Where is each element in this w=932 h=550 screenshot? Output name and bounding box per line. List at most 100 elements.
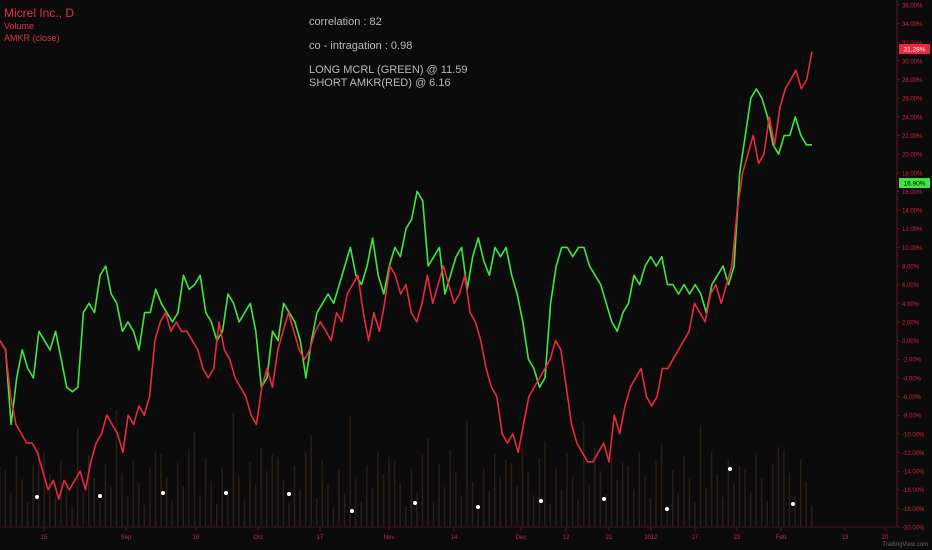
volume-dot [224, 491, 228, 495]
volume-bar [510, 463, 513, 527]
volume-bar [71, 506, 73, 527]
volume-dot [413, 501, 417, 505]
amkr-last-value-text: 31.28% [903, 46, 925, 53]
volume-bar [644, 475, 646, 527]
volume-bar [738, 466, 741, 527]
volume-bar [493, 454, 496, 527]
volume-dot [728, 467, 732, 471]
y-tick-label: 36.00% [902, 4, 923, 10]
y-tick-label: 22.00% [902, 134, 923, 140]
volume-bar [316, 498, 318, 527]
amkr-series-line[interactable] [0, 51, 813, 500]
amkr-last-value-badge [899, 43, 930, 54]
volume-bar [43, 451, 45, 527]
volume-bar [766, 501, 769, 527]
x-tick-label: Oct [253, 535, 263, 541]
volume-bar [299, 489, 301, 527]
volume-bar [338, 470, 340, 527]
volume-dots [35, 467, 795, 513]
volume-bar [249, 462, 251, 527]
volume-bar [783, 450, 785, 527]
volume-bar [160, 454, 162, 527]
volume-bar [65, 483, 68, 527]
volume-bar [32, 465, 34, 527]
volume-bar [321, 461, 324, 527]
volume-bar [488, 491, 490, 527]
volume-bar [705, 488, 707, 527]
x-tick-label: 19 [193, 535, 200, 541]
volume-dot [665, 507, 669, 511]
x-axis: 15 Sep 19 Oct 17 Nov 14 Dec 12 21 2012 17 23 Feb 13 20 [0, 526, 897, 541]
volume-bar [76, 429, 79, 527]
volume-bar [10, 493, 12, 527]
volume-bar [594, 448, 596, 527]
volume-bar [332, 507, 335, 527]
volume-label[interactable]: Volume [4, 21, 35, 31]
volume-bar [560, 490, 563, 527]
y-tick-label: -4.00% [902, 376, 922, 382]
volume-bar [505, 460, 507, 527]
volume-bar [99, 501, 101, 527]
short-position-note: SHORT AMKR(RED) @ 6.16 [309, 77, 451, 89]
volume-bar [149, 468, 151, 527]
last-value-labels: 31.28% 16.90% [899, 43, 930, 189]
volume-bar [227, 490, 229, 527]
volume-bar [215, 504, 218, 527]
y-tick-label: -12.00% [902, 451, 925, 457]
volume-bar [566, 453, 568, 527]
volume-bar [449, 450, 451, 527]
volume-bar [760, 478, 763, 527]
volume-bar [382, 474, 385, 527]
volume-bar [121, 473, 123, 527]
y-tick-label: -6.00% [902, 395, 922, 401]
x-tick-label: 15 [41, 535, 48, 541]
y-tick-label: -18.00% [902, 507, 925, 513]
x-tick-label: 20 [882, 535, 889, 541]
volume-bar [199, 495, 201, 527]
cointegration-note: co - intragation : 0.98 [309, 40, 413, 52]
y-tick-label: 20.00% [902, 153, 923, 159]
volume-bar [188, 449, 190, 527]
volume-bar [282, 480, 285, 527]
volume-bar [371, 488, 374, 527]
volume-bar [176, 463, 179, 527]
volume-bar [699, 425, 702, 527]
volume-bar [660, 444, 663, 527]
y-tick-label: -2.00% [902, 358, 922, 364]
tradingview-watermark[interactable]: TradingView.com [882, 542, 928, 548]
volume-bar [733, 483, 735, 527]
volume-bar [466, 419, 468, 527]
y-tick-label: -8.00% [902, 414, 922, 420]
volume-bar [343, 493, 346, 527]
volume-bar [571, 476, 574, 527]
volume-bar [37, 448, 40, 527]
y-tick-label: 34.00% [902, 22, 923, 28]
volume-bar [477, 505, 479, 527]
volume-bar [799, 459, 802, 527]
volume-bar [671, 470, 674, 527]
y-tick-label: 32.00% [902, 41, 923, 47]
volume-bar [627, 466, 629, 527]
symbol-title[interactable]: Micrel Inc., D [4, 6, 75, 20]
y-tick-label: 6.00% [902, 283, 920, 289]
compare-label[interactable]: AMKR (close) [4, 33, 60, 43]
volume-bar [21, 479, 23, 527]
volume-bar [777, 447, 780, 527]
volume-bar [744, 469, 746, 527]
x-tick-label: 23 [734, 535, 741, 541]
correlation-note: correlation : 82 [309, 16, 382, 28]
volume-bar [471, 482, 474, 527]
volume-bar [410, 469, 413, 527]
volume-dot [539, 499, 543, 503]
volume-bar [421, 455, 424, 527]
y-tick-label: 26.00% [902, 97, 923, 103]
series-lines [0, 51, 813, 500]
x-tick-label: Dec [516, 535, 527, 541]
y-tick-label: 0.00% [902, 339, 920, 345]
volume-dot [350, 509, 354, 513]
volume-bar [143, 505, 146, 527]
volume-bar [349, 416, 351, 527]
mcrl-series-line[interactable] [0, 88, 812, 426]
volume-bar [727, 460, 730, 527]
